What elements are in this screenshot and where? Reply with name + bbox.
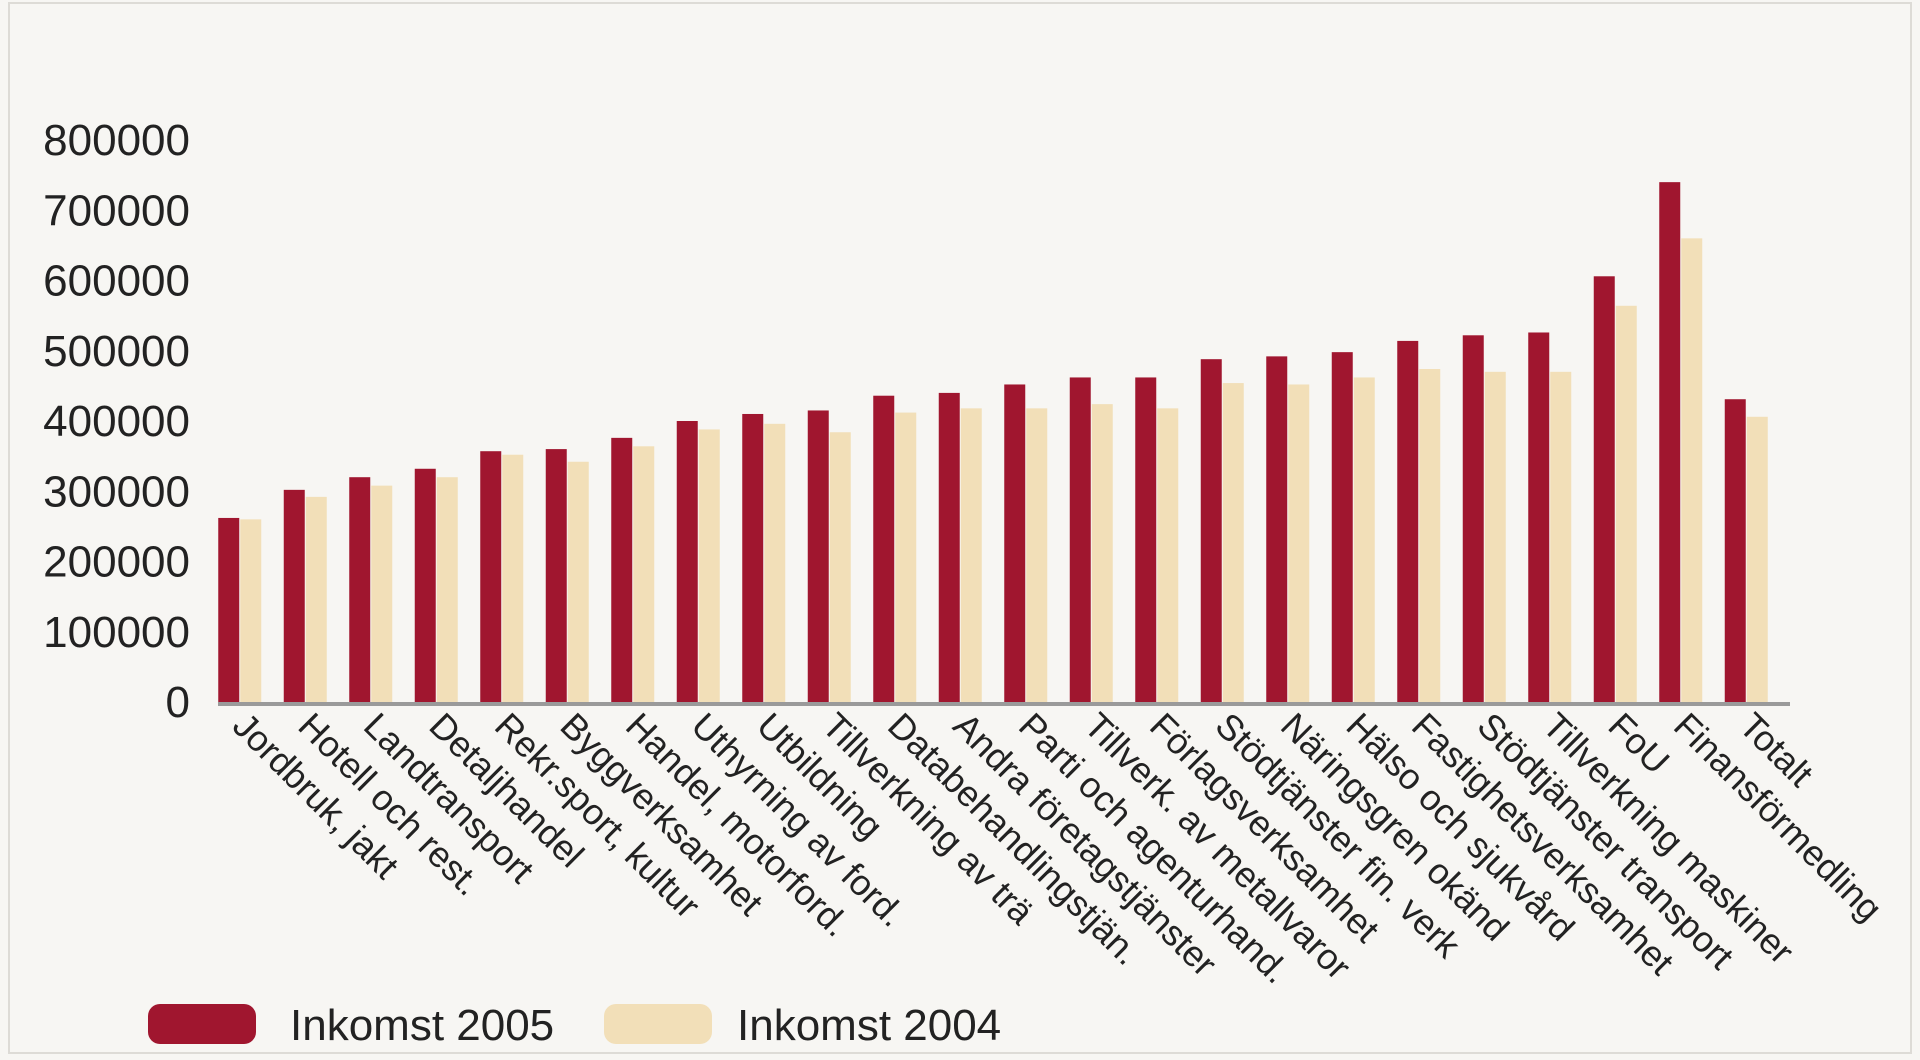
bar-2004 bbox=[1746, 416, 1768, 702]
bar-2004 bbox=[1026, 408, 1048, 702]
bar-2004 bbox=[502, 454, 524, 702]
y-tick-label: 0 bbox=[166, 678, 190, 727]
bar-2005 bbox=[414, 468, 436, 702]
bar-2004 bbox=[1484, 371, 1506, 702]
bar-2004 bbox=[1550, 371, 1572, 702]
bar-2005 bbox=[1331, 352, 1353, 702]
bar-2004 bbox=[698, 429, 720, 702]
bar-2005 bbox=[218, 517, 240, 702]
bar-2004 bbox=[1419, 369, 1441, 702]
bar-2005 bbox=[1593, 276, 1615, 702]
y-tick-label: 600000 bbox=[43, 257, 190, 306]
bar-2005 bbox=[873, 395, 895, 702]
y-tick-label: 400000 bbox=[43, 397, 190, 446]
bar-2004 bbox=[1157, 408, 1179, 702]
y-tick-label: 100000 bbox=[43, 608, 190, 657]
bar-2005 bbox=[676, 421, 698, 702]
bar-2004 bbox=[371, 485, 393, 702]
bar-2005 bbox=[1069, 377, 1091, 702]
y-tick-label: 800000 bbox=[43, 116, 190, 165]
bar-2005 bbox=[1200, 359, 1222, 702]
legend: Inkomst 2005 Inkomst 2004 bbox=[148, 1001, 1001, 1050]
y-tick-label: 300000 bbox=[43, 467, 190, 516]
bar-2005 bbox=[1266, 356, 1288, 702]
bar-2004 bbox=[1353, 377, 1375, 702]
bar-2005 bbox=[1462, 335, 1484, 702]
bar-2005 bbox=[611, 437, 633, 702]
legend-swatch-2004 bbox=[604, 1004, 712, 1044]
bar-2004 bbox=[1681, 238, 1703, 702]
bar-2004 bbox=[895, 412, 917, 702]
bar-2004 bbox=[567, 461, 589, 702]
bar-2005 bbox=[349, 477, 371, 702]
bar-2005 bbox=[742, 413, 764, 702]
bar-2004 bbox=[1288, 384, 1310, 702]
bar-2005 bbox=[1397, 340, 1419, 702]
y-tick-label: 200000 bbox=[43, 538, 190, 587]
bar-2004 bbox=[240, 519, 262, 702]
bar-2005 bbox=[1659, 182, 1681, 702]
bar-2004 bbox=[1222, 383, 1244, 702]
bar-chart: 800000 700000 600000 500000 400000 300000 2000… bbox=[43, 116, 1890, 1050]
legend-swatch-2005 bbox=[148, 1004, 256, 1044]
bar-2005 bbox=[1004, 384, 1026, 702]
bar-2005 bbox=[480, 451, 502, 702]
y-tick-label: 500000 bbox=[43, 327, 190, 376]
bar-2005 bbox=[1724, 399, 1746, 702]
bar-2004 bbox=[829, 432, 851, 702]
bar-2005 bbox=[807, 410, 829, 702]
bar-2005 bbox=[545, 449, 567, 702]
bar-2005 bbox=[283, 489, 305, 702]
bar-2005 bbox=[938, 392, 960, 702]
legend-label-2005: Inkomst 2005 bbox=[290, 1001, 554, 1050]
y-axis: 800000 700000 600000 500000 400000 300000 2000… bbox=[43, 116, 190, 727]
bar-2004 bbox=[1615, 305, 1637, 702]
bar-2004 bbox=[960, 408, 982, 702]
chart-frame: 800000 700000 600000 500000 400000 300000 2000… bbox=[8, 2, 1912, 1054]
bar-2004 bbox=[1091, 404, 1113, 702]
bars bbox=[218, 182, 1768, 702]
legend-label-2004: Inkomst 2004 bbox=[737, 1001, 1001, 1050]
bar-2004 bbox=[436, 477, 458, 702]
bar-2004 bbox=[305, 496, 327, 702]
bar-2005 bbox=[1528, 332, 1550, 702]
y-tick-label: 700000 bbox=[43, 186, 190, 235]
bar-2005 bbox=[1135, 377, 1157, 702]
bar-2004 bbox=[764, 423, 786, 702]
bar-2004 bbox=[633, 446, 655, 702]
